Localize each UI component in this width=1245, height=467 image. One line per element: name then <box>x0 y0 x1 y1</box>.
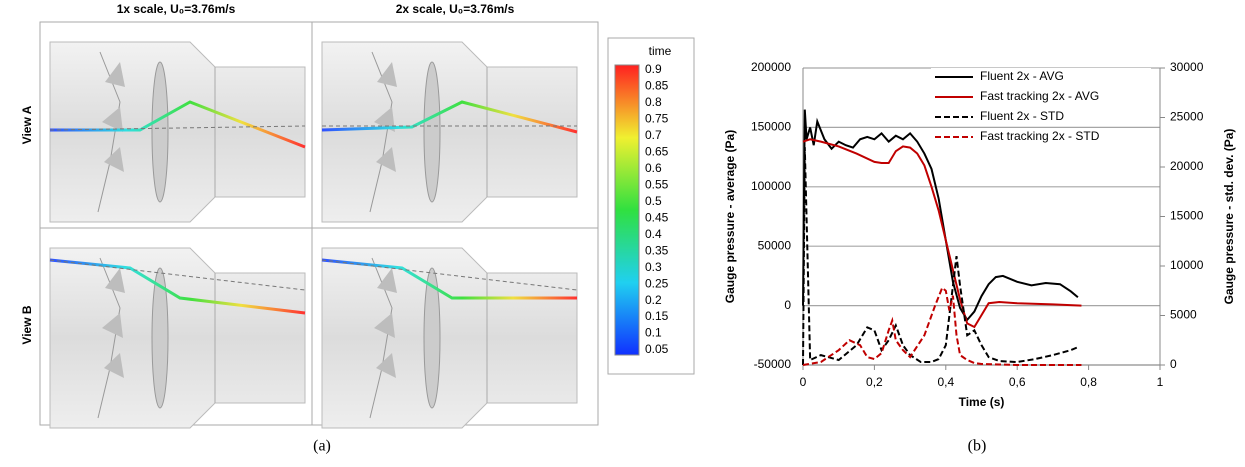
y-axis-label: Gauge pressure - average (Pa) <box>723 130 737 303</box>
row-label: View B <box>20 305 34 344</box>
column-title: 2x scale, U₀=3.76m/s <box>396 2 515 16</box>
legend-label: Fluent 2x - AVG <box>980 69 1064 83</box>
colorbar-tick-label: 0.15 <box>645 309 669 323</box>
row-label: View A <box>20 105 34 144</box>
colorbar <box>614 64 640 356</box>
colorbar-tick-label: 0.9 <box>645 62 662 76</box>
y-tick-label: 200000 <box>751 60 791 74</box>
legend-label: Fluent 2x - STD <box>980 109 1064 123</box>
colorbar-tick-label: 0.5 <box>645 194 662 208</box>
caption: (a) <box>313 438 331 455</box>
colorbar-tick-label: 0.25 <box>645 276 669 290</box>
legend-bg <box>931 88 1151 106</box>
line-series <box>802 138 1082 329</box>
x-axis-label: Time (s) <box>959 395 1005 409</box>
line-series <box>802 286 1082 366</box>
colorbar-tick-label: 0.85 <box>645 79 669 93</box>
x-tick-label: 0,6 <box>1009 375 1026 389</box>
caption: (b) <box>968 438 987 455</box>
y-tick-label: 0 <box>784 298 791 312</box>
x-tick-label: 0 <box>800 375 807 389</box>
colorbar-tick-label: 0.8 <box>645 95 662 109</box>
render <box>49 247 306 429</box>
y2-tick-label: 0 <box>1170 357 1177 371</box>
colorbar-tick-label: 0.7 <box>645 128 662 142</box>
legend-label: Fast tracking 2x - AVG <box>980 89 1099 103</box>
line-series <box>802 147 1079 366</box>
y-tick-label: 150000 <box>751 120 791 134</box>
y2-tick-label: 10000 <box>1170 258 1204 272</box>
render <box>321 247 578 429</box>
legend-label: Fast tracking 2x - STD <box>980 129 1100 143</box>
x-tick-label: 0,4 <box>937 375 954 389</box>
y2-tick-label: 25000 <box>1170 110 1204 124</box>
colorbar-tick-label: 0.65 <box>645 145 669 159</box>
y2-tick-label: 15000 <box>1170 209 1204 223</box>
colorbar-tick-label: 0.55 <box>645 177 669 191</box>
y2-tick-label: 20000 <box>1170 159 1204 173</box>
x-tick-label: 0,2 <box>866 375 883 389</box>
x-tick-label: 0,8 <box>1080 375 1097 389</box>
y-tick-label: 100000 <box>751 179 791 193</box>
colorbar-tick-label: 0.35 <box>645 243 669 257</box>
legend-bg <box>931 68 1151 86</box>
x-tick-label: 1 <box>1157 375 1164 389</box>
colorbar-title: time <box>649 44 672 58</box>
y2-tick-label: 30000 <box>1170 60 1204 74</box>
colorbar-tick-label: 0.05 <box>645 342 669 356</box>
colorbar-tick-label: 0.4 <box>645 227 662 241</box>
colorbar-ticks: 0.9 0.85 0.8 0.75 0.7 0.65 0.6 0.55 0.5 0.45 0.4 0.… <box>645 62 669 356</box>
colorbar-tick-label: 0.2 <box>645 293 662 307</box>
y2-tick-label: 5000 <box>1170 308 1197 322</box>
legend-bg <box>931 108 1151 126</box>
colorbar-tick-label: 0.1 <box>645 326 662 340</box>
panel-b: (b) -50000050000100000150000200000050001… <box>723 60 1236 455</box>
y-tick-label: -50000 <box>754 357 792 371</box>
y-tick-label: 50000 <box>758 238 792 252</box>
panel-a: 1x scale, U₀=3.76m/s 2x scale, U₀=3.76m/… <box>20 2 695 455</box>
column-title: 1x scale, U₀=3.76m/s <box>117 2 236 16</box>
line-series <box>802 109 1079 322</box>
render <box>321 41 578 223</box>
colorbar-tick-label: 0.3 <box>645 260 662 274</box>
y2-axis-label: Gauge pressure - std. dev. (Pa) <box>1222 129 1236 305</box>
colorbar-tick-label: 0.45 <box>645 210 669 224</box>
colorbar-tick-label: 0.75 <box>645 112 669 126</box>
colorbar-tick-label: 0.6 <box>645 161 662 175</box>
legend-bg <box>931 128 1151 146</box>
render <box>49 41 306 223</box>
